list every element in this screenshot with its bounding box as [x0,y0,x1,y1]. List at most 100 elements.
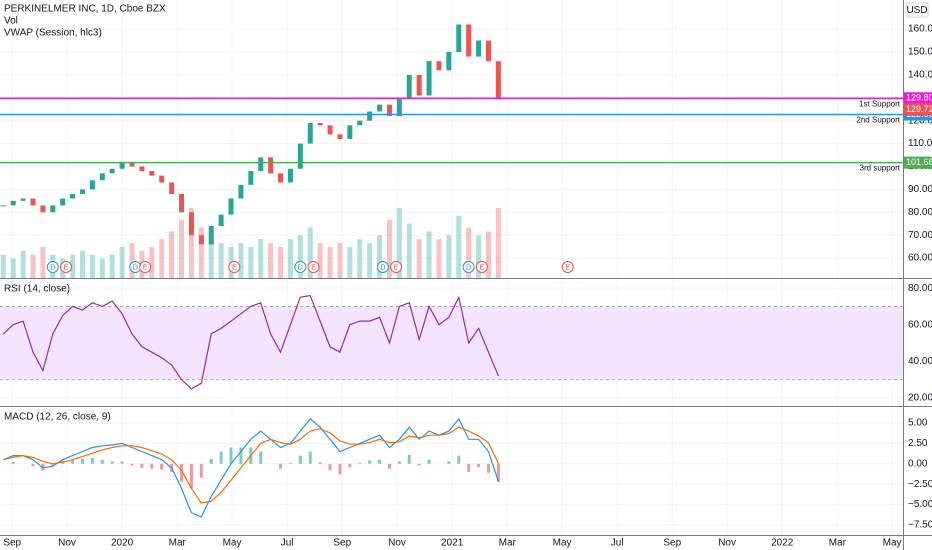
candle [426,61,432,96]
candle [139,166,145,172]
histogram-bar [209,458,213,464]
x-tick-label: Sep [3,538,21,549]
x-tick-label: Sep [663,538,681,549]
volume-bar [40,246,46,278]
event-label: D [466,264,471,271]
candle [347,125,353,139]
event-label: E [64,264,69,271]
x-tick-label: Jul [611,538,624,549]
candle [436,61,442,71]
volume-bar [119,246,125,278]
candle [198,235,204,245]
candle [357,120,363,126]
x-tick-label: Nov [718,538,736,549]
x-tick-label: 2022 [771,538,794,549]
histogram-bar [11,462,15,464]
line-series [3,426,499,504]
candle [466,24,472,57]
volume-bar [169,231,175,278]
volume-bar [99,258,105,278]
volume-bar [159,239,165,278]
candle [238,184,244,199]
volume-bar [466,227,472,278]
candle [80,189,86,194]
event-label: E [143,264,148,271]
symbol-title: PERKINELMER INC, 1D, Cboe BZX [4,4,166,15]
event-marker [475,261,488,273]
rsi-band [0,306,903,380]
histogram-bar [496,463,500,482]
volume-bar [188,208,194,278]
histogram-bar [229,447,233,464]
level-price: 129.80 [906,93,932,103]
volume-bar [386,219,392,278]
y-tick-label: 90.00 [908,184,932,195]
line-series [2,294,499,390]
event-marker [46,261,59,273]
candle [208,226,214,245]
candle [258,157,264,172]
candle [278,173,284,183]
volume-bar [446,235,452,278]
y-tick-label: 40.00 [908,356,932,367]
y-tick-label: 60.00 [908,319,932,330]
candle [169,182,175,194]
volume-bar [357,239,363,278]
volume-bar [416,239,422,278]
candle [99,173,105,181]
y-tick-label: 80.00 [908,207,932,218]
histogram-bar [328,463,332,471]
line-series [3,417,499,518]
x-tick-label: Mar [499,538,517,549]
event-label: D [50,264,55,271]
x-tick-label: Nov [58,538,76,549]
histogram-bar [457,455,461,464]
candle [406,74,412,98]
volume-bar [238,243,244,278]
candle [367,111,373,121]
vol-label: Vol [4,16,18,27]
candle [396,97,402,117]
histogram-bar [160,463,164,470]
histogram-bar [378,459,382,464]
y-tick-label: 110.00 [908,138,932,149]
event-label: E [394,264,399,271]
event-marker [139,261,152,273]
histogram-bar [407,454,411,464]
histogram-bar [150,463,154,469]
histogram-bar [41,463,45,471]
currency-box[interactable] [905,2,929,18]
y-tick-label: 150.00 [908,47,932,58]
candle [109,168,115,174]
y-tick-label: 70.00 [908,230,932,241]
candle [60,198,66,206]
candle [327,125,333,135]
candle [317,122,323,126]
vwap-label: VWAP (Session, hlc3) [4,28,102,39]
histogram-bar [189,463,193,489]
histogram-bar [90,458,94,464]
level-price-box [904,156,932,169]
volume-bar [297,235,303,278]
histogram-bar [387,463,391,469]
histogram-bar [71,459,75,464]
y-tick-label: 20.00 [908,393,932,404]
volume-bar [20,250,26,278]
volume-bar [89,254,95,278]
candle [268,157,274,174]
support-label: 2nd Support [856,116,900,125]
histogram-bar [259,451,263,464]
candle [149,171,155,176]
y-tick-label: 2.50 [908,438,928,449]
candle [446,51,452,71]
histogram-bar [318,462,322,464]
volume-bar [327,246,333,278]
event-marker [376,261,389,273]
event-marker [561,261,574,273]
candle [297,143,303,169]
volume-bar [179,219,185,278]
candle [248,171,254,185]
event-label: E [232,264,237,271]
histogram-bar [477,463,481,468]
